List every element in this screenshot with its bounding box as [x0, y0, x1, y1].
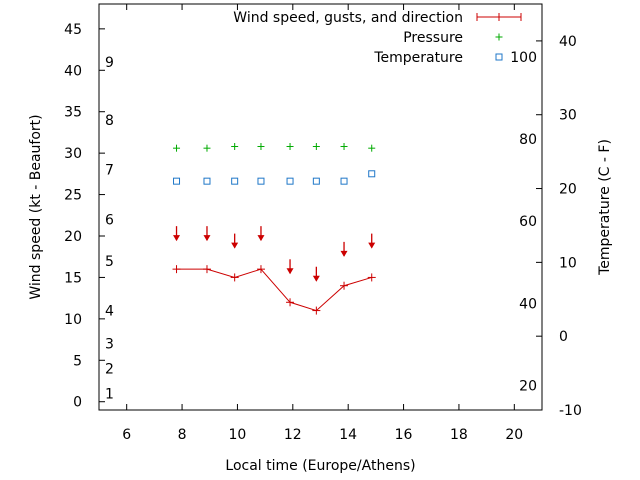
fahrenheit-label: 100 — [510, 50, 537, 66]
temperature-point — [312, 177, 320, 185]
y-tick-label: 20 — [64, 229, 82, 245]
y-tick-label: 5 — [73, 353, 82, 369]
arrow-head — [340, 250, 348, 257]
y2-tick-label: -10 — [559, 403, 582, 419]
beaufort-label: 8 — [105, 113, 114, 129]
beaufort-label: 5 — [105, 254, 114, 270]
y-tick-label: 45 — [64, 22, 82, 38]
x-tick-label: 12 — [284, 427, 302, 443]
beaufort-label: 2 — [105, 362, 114, 378]
wind-speed-line — [176, 268, 372, 312]
arrow-head — [286, 268, 294, 275]
arrow-head — [173, 235, 181, 242]
temperature-point — [257, 177, 265, 185]
arrow-head — [257, 235, 265, 242]
x-axis-label: Local time (Europe/Athens) — [225, 458, 415, 474]
y-tick-label: 30 — [64, 146, 82, 162]
y-tick-label: 40 — [64, 63, 82, 79]
plot-frame — [98, 3, 543, 411]
pressure-point — [231, 143, 239, 151]
y2-tick-label: 0 — [559, 329, 568, 345]
wind-speed-point — [230, 273, 239, 282]
axes: 6 8 10 12 14 16 18 2005101520253035404512345678… — [64, 4, 582, 443]
temperature-point — [368, 170, 376, 178]
y2-tick-label: 20 — [559, 182, 577, 198]
y-tick-label: 15 — [64, 270, 82, 286]
beaufort-label: 9 — [105, 55, 114, 71]
wind-speed-point — [172, 265, 181, 274]
pressure-point — [257, 143, 265, 151]
temperature-point — [203, 177, 211, 185]
legend-temperature-marker — [495, 53, 503, 61]
legend: Wind speed, gusts, and direction Pressur… — [233, 10, 522, 66]
beaufort-label: 6 — [105, 212, 114, 228]
legend-label-wind: Wind speed, gusts, and direction — [233, 10, 463, 26]
wind-direction-arrow — [340, 241, 348, 257]
wind-direction-arrow — [203, 226, 211, 242]
wind-speed-point — [202, 265, 211, 274]
pressure-point — [368, 144, 376, 152]
wind-direction-arrow — [231, 233, 239, 249]
temperature-point — [231, 177, 239, 185]
pressure-point — [312, 143, 320, 151]
arrow-head — [231, 242, 239, 249]
wind-speed-point — [340, 281, 349, 290]
x-tick-label: 14 — [339, 427, 357, 443]
fahrenheit-label: 20 — [519, 379, 537, 395]
fahrenheit-label: 40 — [519, 297, 537, 313]
wind-direction-arrow — [368, 233, 376, 249]
y2-tick-label: 30 — [559, 108, 577, 124]
pressure-point — [340, 143, 348, 151]
x-tick-label: 16 — [395, 427, 413, 443]
x-tick-label: 20 — [505, 427, 523, 443]
y2-tick-label: 10 — [559, 255, 577, 271]
x-tick-label: 18 — [450, 427, 468, 443]
beaufort-label: 3 — [105, 337, 114, 353]
arrow-head — [368, 242, 376, 249]
beaufort-label: 1 — [105, 386, 114, 402]
wind-speed-point — [256, 265, 265, 274]
beaufort-label: 4 — [105, 304, 114, 320]
y2-tick-label: 40 — [559, 34, 577, 50]
wind-direction-arrow — [173, 226, 181, 242]
fahrenheit-label: 60 — [519, 214, 537, 230]
series-layer — [172, 143, 376, 315]
temperature-point — [340, 177, 348, 185]
y-axis-label: Wind speed (kt - Beaufort) — [28, 114, 44, 299]
x-tick-label: 10 — [229, 427, 247, 443]
arrow-head — [203, 235, 211, 242]
pressure-point — [203, 144, 211, 152]
wind-direction-arrow — [286, 259, 294, 275]
wind-direction-arrow — [257, 226, 265, 242]
y-tick-label: 25 — [64, 188, 82, 204]
wind-speed-point — [367, 273, 376, 282]
x-tick-label: 8 — [178, 427, 187, 443]
beaufort-label: 7 — [105, 163, 114, 179]
y-tick-label: 0 — [73, 395, 82, 411]
legend-label-temperature: Temperature — [373, 50, 463, 66]
temperature-point — [286, 177, 294, 185]
y-tick-label: 35 — [64, 105, 82, 121]
wind-speed-point — [312, 306, 321, 315]
fahrenheit-label: 80 — [519, 132, 537, 148]
x-tick-label: 6 — [122, 427, 131, 443]
temperature-point — [173, 177, 181, 185]
y2-axis-label: Temperature (C - F) — [597, 139, 613, 276]
legend-label-pressure: Pressure — [403, 30, 463, 46]
y-tick-label: 10 — [64, 312, 82, 328]
wind-direction-arrow — [312, 266, 320, 282]
arrow-head — [312, 275, 320, 282]
pressure-point — [173, 144, 181, 152]
wind-speed-point — [286, 298, 295, 307]
pressure-point — [286, 143, 294, 151]
